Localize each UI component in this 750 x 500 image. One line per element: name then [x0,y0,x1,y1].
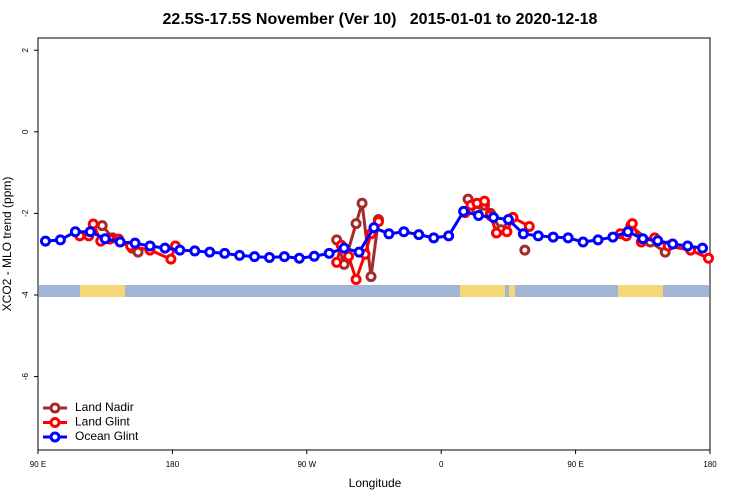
data-point [84,226,96,238]
x-tick-label: 90 E [30,460,46,469]
data-point [159,242,171,254]
data-point [293,252,305,264]
data-point [428,232,440,244]
legend-marker [49,417,61,428]
data-point [443,230,455,242]
data-point [165,253,177,265]
land-band [509,285,515,297]
x-tick-label: 180 [703,460,717,469]
data-point [682,240,694,252]
legend-marker [49,402,61,414]
data-point [368,222,380,234]
x-axis-label: Longitude [349,476,402,490]
y-tick-label: 0 [21,129,30,134]
data-point [234,249,246,261]
data-point [383,228,395,240]
data-point [308,250,320,262]
data-point [338,242,350,254]
data-point [697,242,709,254]
data-point [577,236,589,248]
data-point [99,233,111,245]
data-point [703,252,715,264]
plot-frame [37,37,711,451]
x-tick-label: 0 [439,460,444,469]
chart-title: 22.5S-17.5S November (Ver 10) 2015-01-01… [163,11,598,28]
land-band [460,285,505,297]
data-point [562,232,574,244]
data-point [487,211,499,223]
data-point [652,235,664,247]
legend-label: Land Nadir [75,400,134,414]
data-point [174,244,186,256]
data-point [350,218,362,230]
data-point [343,250,355,262]
data-point [517,228,529,240]
x-tick-label: 90 E [567,460,583,469]
data-point [523,220,535,232]
y-tick-label: -2 [21,209,30,217]
data-point [490,227,502,239]
land-band [80,285,125,297]
data-point [519,244,531,256]
data-point [204,246,216,258]
data-point [607,231,619,243]
data-point [189,245,201,257]
data-point [129,237,141,249]
data-point [39,235,51,247]
data-point [592,234,604,246]
data-point [278,251,290,263]
data-point [356,197,368,209]
data-point [323,247,335,259]
data-point [331,256,343,268]
data-point [479,195,491,207]
data-point [502,214,514,226]
data-point [144,240,156,252]
data-point [353,246,365,258]
x-tick-label: 90 W [297,460,316,469]
data-point [622,226,634,238]
land-mask [39,285,709,297]
data-point [249,251,261,263]
data-point [114,236,126,248]
data-point [69,226,81,238]
data-point [365,271,377,283]
legend-marker [49,431,61,443]
data-point [667,238,679,250]
data-point [350,273,362,285]
data-point [637,233,649,245]
y-tick-label: -4 [21,291,30,299]
data-point [501,226,513,238]
data-point [473,209,485,221]
data-point [547,231,559,243]
data-point [398,226,410,238]
y-axis-label: XCO2 - MLO trend (ppm) [0,177,14,312]
x-tick-label: 180 [166,460,180,469]
ocean-band [39,285,709,297]
land-band [618,285,663,297]
data-point [263,251,275,263]
y-tick-label: 2 [21,47,30,52]
data-point [96,220,108,232]
data-point [219,247,231,259]
data-point [54,234,66,246]
data-point [532,230,544,242]
data-point [458,205,470,217]
data-point [626,218,638,230]
y-tick-label: -6 [21,372,30,380]
legend-label: Land Glint [75,415,130,429]
data-point [413,229,425,241]
legend-label: Ocean Glint [75,429,139,443]
